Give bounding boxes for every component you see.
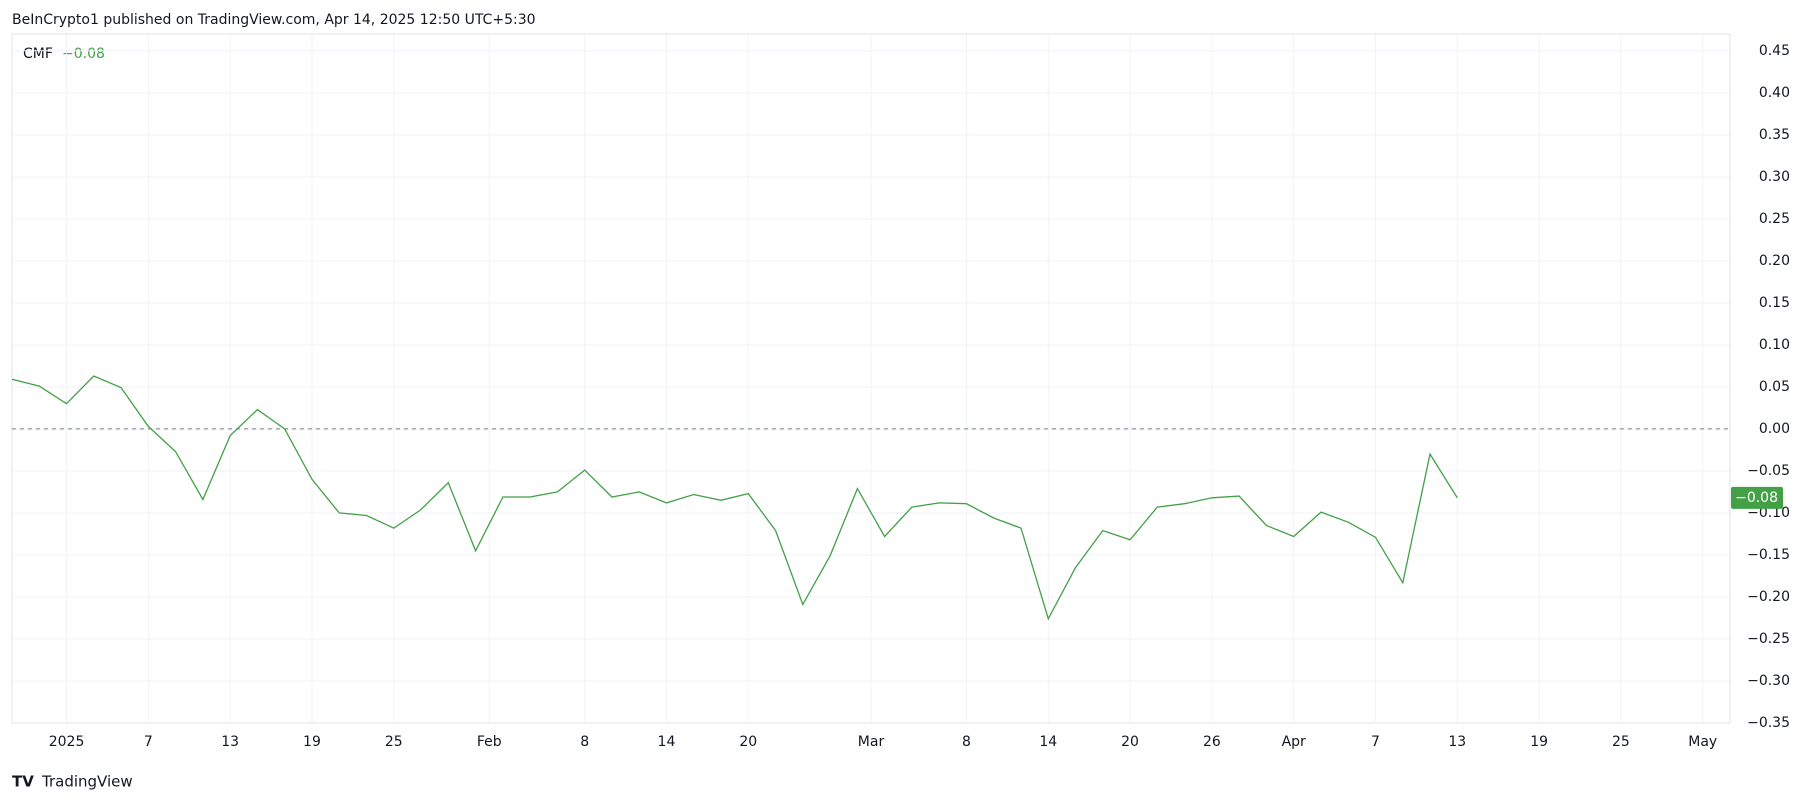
plot-border bbox=[11, 33, 1731, 724]
data-line bbox=[11, 375, 1458, 621]
x-tick-label: 7 bbox=[1371, 734, 1380, 750]
x-tick-label: 19 bbox=[303, 734, 321, 750]
y-tick-label: 0.40 bbox=[1759, 85, 1790, 101]
legend-value: −0.08 bbox=[62, 46, 105, 62]
x-tick-label: 20 bbox=[1121, 734, 1139, 750]
footer: TradingView bbox=[41, 773, 133, 791]
x-tick-label: 26 bbox=[1203, 734, 1221, 750]
x-tick-label: 20 bbox=[739, 734, 757, 750]
x-tick-label: 7 bbox=[144, 734, 153, 750]
y-tick-label: −0.20 bbox=[1747, 589, 1790, 605]
x-tick-label: 14 bbox=[1039, 734, 1057, 750]
last-value-label: −0.08 bbox=[1735, 490, 1778, 506]
y-tick-label: −0.15 bbox=[1747, 547, 1790, 563]
y-tick-label: −0.35 bbox=[1747, 715, 1790, 731]
y-tick-label: 0.00 bbox=[1759, 421, 1790, 437]
y-tick-label: −0.10 bbox=[1747, 505, 1790, 521]
x-tick-label: Mar bbox=[858, 734, 885, 750]
x-tick-label: 8 bbox=[962, 734, 971, 750]
svg-text:TV: TV bbox=[12, 773, 34, 791]
last-value-badge bbox=[1731, 486, 1783, 509]
y-tick-label: −0.05 bbox=[1747, 463, 1790, 479]
y-tick-label: 0.20 bbox=[1759, 253, 1790, 269]
y-tick-label: 0.45 bbox=[1759, 43, 1790, 59]
y-tick-label: 0.30 bbox=[1759, 169, 1790, 185]
y-tick-label: 0.35 bbox=[1759, 127, 1790, 143]
y-tick-label: −0.30 bbox=[1747, 673, 1790, 689]
x-tick-label: 19 bbox=[1530, 734, 1548, 750]
x-tick-label: 14 bbox=[658, 734, 676, 750]
x-tick-label: 2025 bbox=[49, 734, 85, 750]
x-tick-label: 13 bbox=[221, 734, 239, 750]
header: BeInCrypto1 published on TradingView.com… bbox=[12, 12, 536, 28]
grid bbox=[12, 34, 1730, 724]
y-tick-label: 0.15 bbox=[1759, 295, 1790, 311]
x-tick-label: 25 bbox=[385, 734, 403, 750]
y-tick-label: −0.25 bbox=[1747, 631, 1790, 647]
footer-logo: TV bbox=[12, 773, 34, 791]
y-tick-label: 0.25 bbox=[1759, 211, 1790, 227]
x-tick-label: Apr bbox=[1282, 734, 1306, 750]
x-tick-label: May bbox=[1688, 734, 1717, 750]
y-tick-label: 0.05 bbox=[1759, 379, 1790, 395]
legend-name: CMF bbox=[23, 46, 53, 62]
x-tick-label: Feb bbox=[477, 734, 502, 750]
x-tick-label: 13 bbox=[1448, 734, 1466, 750]
x-tick-label: 8 bbox=[580, 734, 589, 750]
y-tick-label: 0.10 bbox=[1759, 337, 1790, 353]
x-tick-label: 25 bbox=[1612, 734, 1630, 750]
